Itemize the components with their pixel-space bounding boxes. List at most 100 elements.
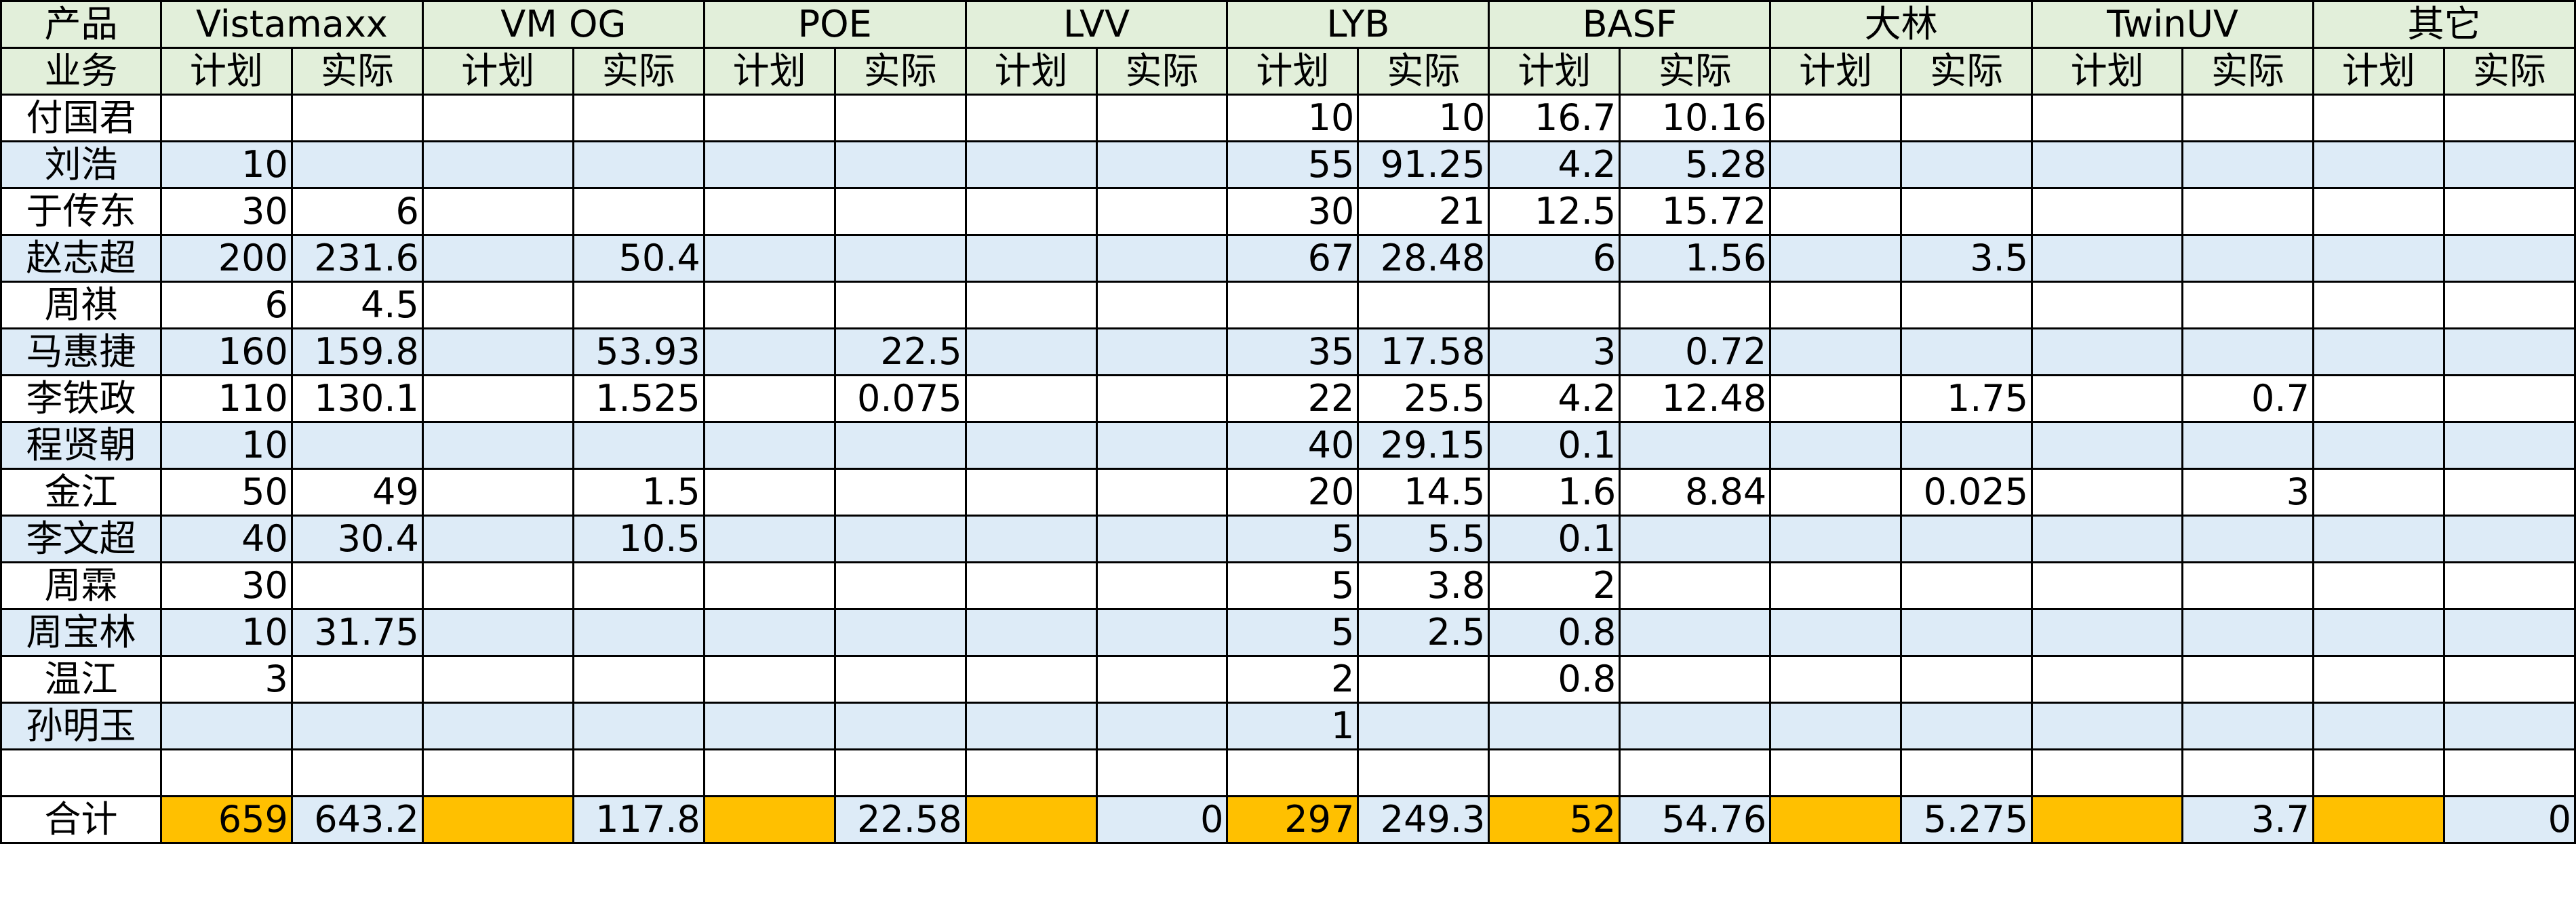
product-header-cell[interactable]: LYB bbox=[1226, 0, 1490, 49]
actual-value-cell[interactable]: 31.75 bbox=[290, 608, 424, 657]
actual-value-cell[interactable]: 1.5 bbox=[572, 468, 705, 517]
plan-value-cell[interactable] bbox=[421, 140, 574, 189]
plan-value-cell[interactable] bbox=[2031, 374, 2184, 423]
plan-value-cell[interactable] bbox=[421, 702, 574, 750]
plan-value-cell[interactable] bbox=[1488, 748, 1621, 797]
actual-value-cell[interactable] bbox=[2442, 281, 2576, 329]
plan-value-cell[interactable] bbox=[702, 327, 836, 376]
actual-value-cell[interactable] bbox=[1095, 374, 1229, 423]
actual-value-cell[interactable] bbox=[2181, 561, 2314, 610]
plan-value-cell[interactable] bbox=[702, 421, 836, 470]
plan-value-cell[interactable] bbox=[2031, 702, 2184, 750]
plan-value-cell[interactable] bbox=[2312, 94, 2445, 142]
plan-value-cell[interactable] bbox=[421, 327, 574, 376]
actual-value-cell[interactable]: 14.5 bbox=[1357, 468, 1490, 517]
product-header-cell[interactable]: BASF bbox=[1488, 0, 1772, 49]
plan-value-cell[interactable]: 30 bbox=[159, 187, 293, 236]
plan-value-cell[interactable]: 20 bbox=[1226, 468, 1360, 517]
plan-value-cell[interactable] bbox=[2031, 608, 2184, 657]
total-plan-cell[interactable] bbox=[2031, 795, 2184, 844]
total-actual-cell[interactable]: 117.8 bbox=[572, 795, 705, 844]
plan-value-cell[interactable] bbox=[702, 140, 836, 189]
plan-value-cell[interactable] bbox=[2031, 421, 2184, 470]
actual-value-cell[interactable] bbox=[833, 187, 967, 236]
actual-value-cell[interactable] bbox=[572, 702, 705, 750]
actual-value-cell[interactable]: 4.5 bbox=[290, 281, 424, 329]
actual-value-cell[interactable] bbox=[1900, 608, 2034, 657]
actual-value-cell[interactable] bbox=[2442, 187, 2576, 236]
salesperson-name-cell[interactable]: 马惠捷 bbox=[0, 327, 162, 376]
actual-header-cell[interactable]: 实际 bbox=[1900, 47, 2034, 96]
plan-value-cell[interactable] bbox=[702, 468, 836, 517]
plan-value-cell[interactable]: 2 bbox=[1488, 561, 1621, 610]
plan-value-cell[interactable] bbox=[702, 374, 836, 423]
actual-value-cell[interactable] bbox=[572, 421, 705, 470]
plan-value-cell[interactable] bbox=[421, 94, 574, 142]
plan-value-cell[interactable] bbox=[964, 234, 1098, 283]
actual-value-cell[interactable]: 29.15 bbox=[1357, 421, 1490, 470]
plan-value-cell[interactable] bbox=[2312, 374, 2445, 423]
plan-header-cell[interactable]: 计划 bbox=[964, 47, 1098, 96]
plan-value-cell[interactable]: 6 bbox=[1488, 234, 1621, 283]
plan-value-cell[interactable] bbox=[421, 468, 574, 517]
actual-value-cell[interactable]: 0.075 bbox=[833, 374, 967, 423]
plan-value-cell[interactable]: 2 bbox=[1226, 655, 1360, 704]
total-label-cell[interactable]: 合计 bbox=[0, 795, 162, 844]
plan-value-cell[interactable]: 22 bbox=[1226, 374, 1360, 423]
actual-value-cell[interactable] bbox=[290, 94, 424, 142]
plan-value-cell[interactable] bbox=[2312, 748, 2445, 797]
plan-value-cell[interactable]: 10 bbox=[159, 608, 293, 657]
actual-value-cell[interactable] bbox=[2181, 327, 2314, 376]
actual-value-cell[interactable] bbox=[1095, 421, 1229, 470]
actual-value-cell[interactable] bbox=[1357, 281, 1490, 329]
plan-value-cell[interactable] bbox=[964, 281, 1098, 329]
actual-value-cell[interactable] bbox=[572, 281, 705, 329]
total-actual-cell[interactable]: 3.7 bbox=[2181, 795, 2314, 844]
plan-value-cell[interactable] bbox=[1769, 748, 1903, 797]
plan-value-cell[interactable]: 0.8 bbox=[1488, 655, 1621, 704]
plan-value-cell[interactable] bbox=[964, 421, 1098, 470]
actual-value-cell[interactable] bbox=[833, 94, 967, 142]
plan-value-cell[interactable] bbox=[964, 748, 1098, 797]
actual-value-cell[interactable]: 8.84 bbox=[1619, 468, 1772, 517]
plan-header-cell[interactable]: 计划 bbox=[421, 47, 574, 96]
actual-value-cell[interactable] bbox=[572, 608, 705, 657]
actual-value-cell[interactable] bbox=[1095, 608, 1229, 657]
plan-value-cell[interactable]: 1 bbox=[1226, 702, 1360, 750]
product-header-cell[interactable]: Vistamaxx bbox=[159, 0, 424, 49]
actual-value-cell[interactable] bbox=[833, 608, 967, 657]
actual-value-cell[interactable] bbox=[1357, 702, 1490, 750]
actual-value-cell[interactable] bbox=[1095, 327, 1229, 376]
plan-value-cell[interactable] bbox=[964, 468, 1098, 517]
total-actual-cell[interactable]: 54.76 bbox=[1619, 795, 1772, 844]
plan-value-cell[interactable] bbox=[159, 702, 293, 750]
plan-value-cell[interactable] bbox=[421, 515, 574, 563]
actual-value-cell[interactable] bbox=[2442, 702, 2576, 750]
actual-header-cell[interactable]: 实际 bbox=[1095, 47, 1229, 96]
plan-value-cell[interactable] bbox=[2312, 468, 2445, 517]
actual-value-cell[interactable] bbox=[2181, 281, 2314, 329]
plan-value-cell[interactable]: 40 bbox=[1226, 421, 1360, 470]
salesperson-name-cell[interactable] bbox=[0, 748, 162, 797]
actual-value-cell[interactable] bbox=[833, 748, 967, 797]
salesperson-name-cell[interactable]: 李文超 bbox=[0, 515, 162, 563]
plan-value-cell[interactable]: 67 bbox=[1226, 234, 1360, 283]
actual-value-cell[interactable] bbox=[833, 468, 967, 517]
actual-value-cell[interactable]: 17.58 bbox=[1357, 327, 1490, 376]
actual-value-cell[interactable]: 5.5 bbox=[1357, 515, 1490, 563]
actual-header-cell[interactable]: 实际 bbox=[1357, 47, 1490, 96]
plan-value-cell[interactable] bbox=[1769, 374, 1903, 423]
total-actual-cell[interactable]: 249.3 bbox=[1357, 795, 1490, 844]
salesperson-name-cell[interactable]: 孙明玉 bbox=[0, 702, 162, 750]
plan-value-cell[interactable] bbox=[421, 187, 574, 236]
actual-value-cell[interactable] bbox=[1619, 702, 1772, 750]
actual-value-cell[interactable]: 1.75 bbox=[1900, 374, 2034, 423]
actual-value-cell[interactable]: 2.5 bbox=[1357, 608, 1490, 657]
plan-value-cell[interactable] bbox=[2312, 608, 2445, 657]
salesperson-name-cell[interactable]: 周霖 bbox=[0, 561, 162, 610]
salesperson-name-cell[interactable]: 金江 bbox=[0, 468, 162, 517]
actual-value-cell[interactable]: 5.28 bbox=[1619, 140, 1772, 189]
plan-value-cell[interactable]: 10 bbox=[159, 140, 293, 189]
plan-value-cell[interactable] bbox=[1769, 187, 1903, 236]
plan-value-cell[interactable] bbox=[964, 187, 1098, 236]
